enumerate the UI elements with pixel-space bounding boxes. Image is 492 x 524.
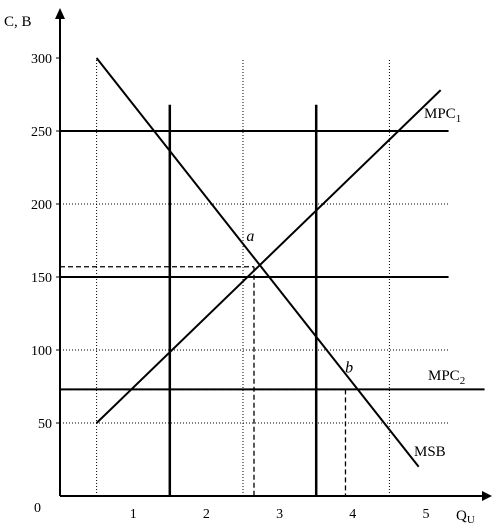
x-tick-label: 3 <box>276 507 283 522</box>
point-label-b: b <box>345 359 353 376</box>
series-label-main: MPC <box>428 368 460 384</box>
x-axis-arrow <box>482 491 492 501</box>
tick-labels: 1 2 3 4 5 50 100 150 200 250 300 <box>31 52 430 522</box>
y-tick-label: 150 <box>31 271 52 286</box>
y-axis-arrow <box>55 8 65 19</box>
series-line-1 <box>95 57 420 468</box>
point-labels: ab <box>246 228 353 376</box>
origin-label: 0 <box>34 501 41 516</box>
point-label-a: a <box>246 228 254 245</box>
y-tick-label: 250 <box>31 125 52 140</box>
series-label-2: MPC1 <box>424 106 461 125</box>
y-tick-label: 300 <box>31 52 52 67</box>
y-tick-label: 50 <box>38 417 52 432</box>
series-label-sub: 2 <box>460 375 466 387</box>
series-label-1: MSB <box>414 444 446 460</box>
series-label-3: MPC2 <box>428 368 465 387</box>
x-tick-label: 2 <box>203 507 210 522</box>
x-axis-title-main: Q <box>456 508 467 524</box>
x-tick-label: 5 <box>423 507 430 522</box>
series-label-main: MPC <box>424 106 456 122</box>
x-axis-title-sub: U <box>467 514 475 524</box>
x-axis-title: QU <box>456 508 475 524</box>
series-line-2 <box>95 89 442 424</box>
y-axis-title: C, B <box>4 14 32 30</box>
x-tick-label: 4 <box>349 507 356 522</box>
series-lines <box>60 57 485 468</box>
axes <box>55 8 492 501</box>
series-label-sub: 1 <box>456 113 462 125</box>
x-tick-label: 1 <box>130 507 137 522</box>
dashed-guides <box>60 266 347 496</box>
y-tick-label: 200 <box>31 198 52 213</box>
series-label-main: MSB <box>414 444 446 460</box>
y-tick-label: 100 <box>31 344 52 359</box>
